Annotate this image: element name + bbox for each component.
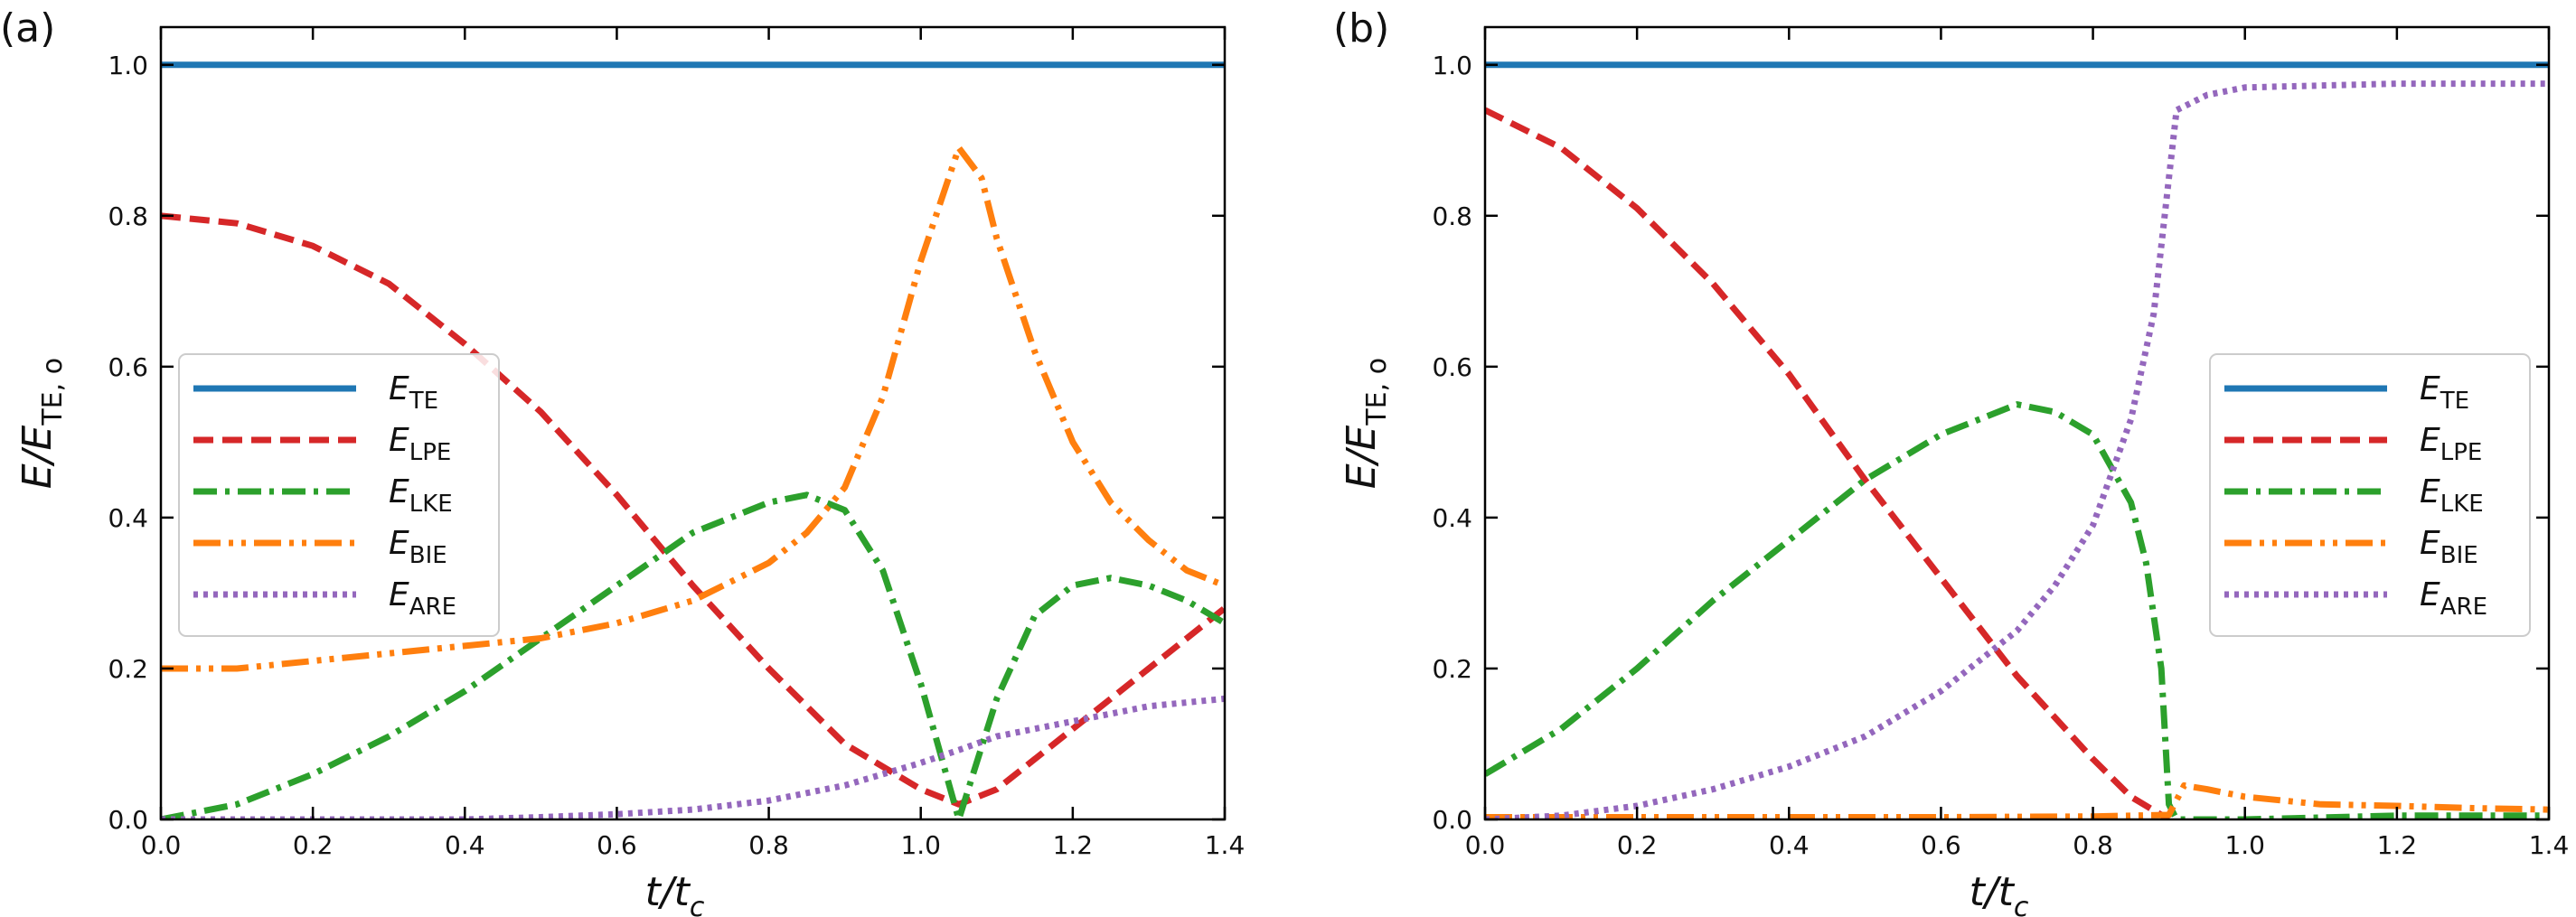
series-line-e-lpe (161, 212, 1225, 808)
y-tick-label: 0.4 (1432, 503, 1472, 533)
x-tick-label: 1.2 (2377, 830, 2418, 860)
panel-label: (b) (1333, 5, 1389, 51)
x-tick-label: 0.2 (293, 830, 334, 860)
x-tick-label: 0.0 (141, 830, 182, 860)
legend: ETE ELPE ELKE EBIE EARE (2209, 353, 2531, 637)
plot-frame (1483, 25, 2551, 821)
x-tick-label: 0.8 (2073, 830, 2113, 860)
y-tick-label: 0.2 (108, 654, 148, 684)
x-axis-label: t/tc (645, 869, 705, 917)
x-tick-label: 0.4 (445, 830, 485, 860)
x-tick-label: 0.8 (748, 830, 789, 860)
series-line-e-lpe (1485, 107, 2171, 819)
x-tick-label: 0.6 (1921, 830, 1961, 860)
series-lines (161, 61, 1225, 819)
series-line-e-lke (161, 491, 1225, 819)
legend: ETE ELPE ELKE EBIE EARE (178, 353, 500, 637)
plot-frame (159, 25, 1227, 821)
y-tick-label: 0.0 (108, 805, 148, 835)
chart-panel-b: (b) 0.0 0.2 0.4 0.6 0.8 1.0 1.2 1.4 0.0 0.2 0.4 0.6 0… (1333, 5, 2569, 917)
legend-label: EARE (2420, 576, 2487, 621)
legend-label: ETE (389, 370, 438, 415)
x-tick-label: 1.0 (2224, 830, 2265, 860)
y-tick-label: 1.0 (108, 51, 148, 80)
legend-label: EBIE (389, 525, 447, 569)
series-line-e-are (1485, 80, 2549, 819)
x-tick-label: 1.4 (2529, 830, 2570, 860)
legend-label: EBIE (2420, 525, 2478, 569)
legend-label: ETE (2420, 370, 2469, 415)
legend-label: EARE (389, 576, 456, 621)
legend-box (178, 353, 500, 637)
y-tick-label: 0.8 (108, 201, 148, 231)
legend-label: ELKE (389, 473, 453, 518)
x-tick-label: 1.0 (900, 830, 941, 860)
series-line-e-are (161, 695, 1225, 819)
y-tick-label: 0.2 (1432, 654, 1472, 684)
x-tick-label: 1.4 (1205, 830, 1246, 860)
series-line-e-bie (161, 145, 1225, 672)
x-tick-label: 0.6 (597, 830, 637, 860)
y-axis-label: E/ETE, o (1339, 358, 1393, 489)
legend-box (2209, 353, 2531, 637)
y-tick-label: 0.8 (1432, 201, 1472, 231)
y-tick-label: 0.0 (1432, 805, 1472, 835)
y-tick-label: 0.4 (108, 503, 148, 533)
x-tick-label: 0.2 (1617, 830, 1658, 860)
x-axis-label: t/tc (1970, 869, 2029, 917)
legend-label: ELPE (389, 422, 451, 466)
x-tick-label: 1.2 (1053, 830, 1094, 860)
chart-panel-a: (a) 0.0 0.2 0.4 0.6 0.8 1.0 1.2 1.4 0.0 0.2 0.4 0.6 0… (0, 5, 1245, 917)
y-tick-label: 0.6 (108, 352, 148, 382)
y-tick-label: 0.6 (1432, 352, 1472, 382)
y-tick-label: 1.0 (1432, 51, 1472, 80)
x-tick-label: 0.4 (1769, 830, 1810, 860)
series-line-e-lke (1485, 401, 2549, 819)
x-tick-label: 0.0 (1465, 830, 1506, 860)
y-axis-label: E/ETE, o (14, 358, 69, 489)
legend-label: ELKE (2420, 473, 2484, 518)
legend-label: ELPE (2420, 422, 2482, 466)
panel-label: (a) (0, 5, 55, 51)
